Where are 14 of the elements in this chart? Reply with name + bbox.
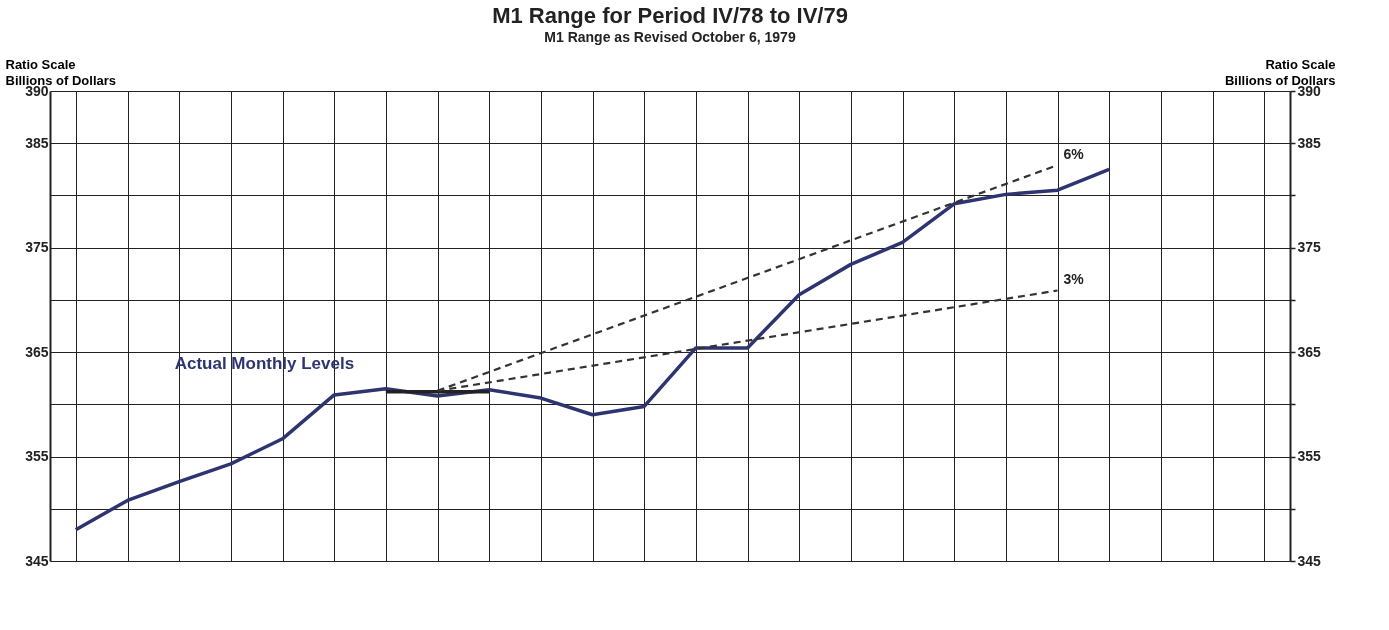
y-tick-label: 385 (25, 134, 49, 151)
chart-subtitle: M1 Range as Revised October 6, 1979 (544, 29, 796, 45)
chart-title: M1 Range for Period IV/78 to IV/79 (492, 3, 848, 28)
y2-tick-label: 375 (1297, 239, 1322, 256)
y2-tick-label: 365 (1297, 343, 1322, 360)
y-tick-label: 355 (25, 448, 49, 465)
y2-tick-label: 355 (1297, 448, 1322, 465)
y2-tick-label: 385 (1297, 134, 1322, 151)
series-label: 6% (1063, 146, 1085, 163)
y-tick-label: 365 (25, 343, 49, 360)
y-tick-label: 375 (25, 239, 49, 256)
series-label: 3% (1063, 271, 1085, 288)
y-tick-label: 345 (25, 552, 49, 569)
y2-tick-label: 345 (1297, 552, 1322, 569)
